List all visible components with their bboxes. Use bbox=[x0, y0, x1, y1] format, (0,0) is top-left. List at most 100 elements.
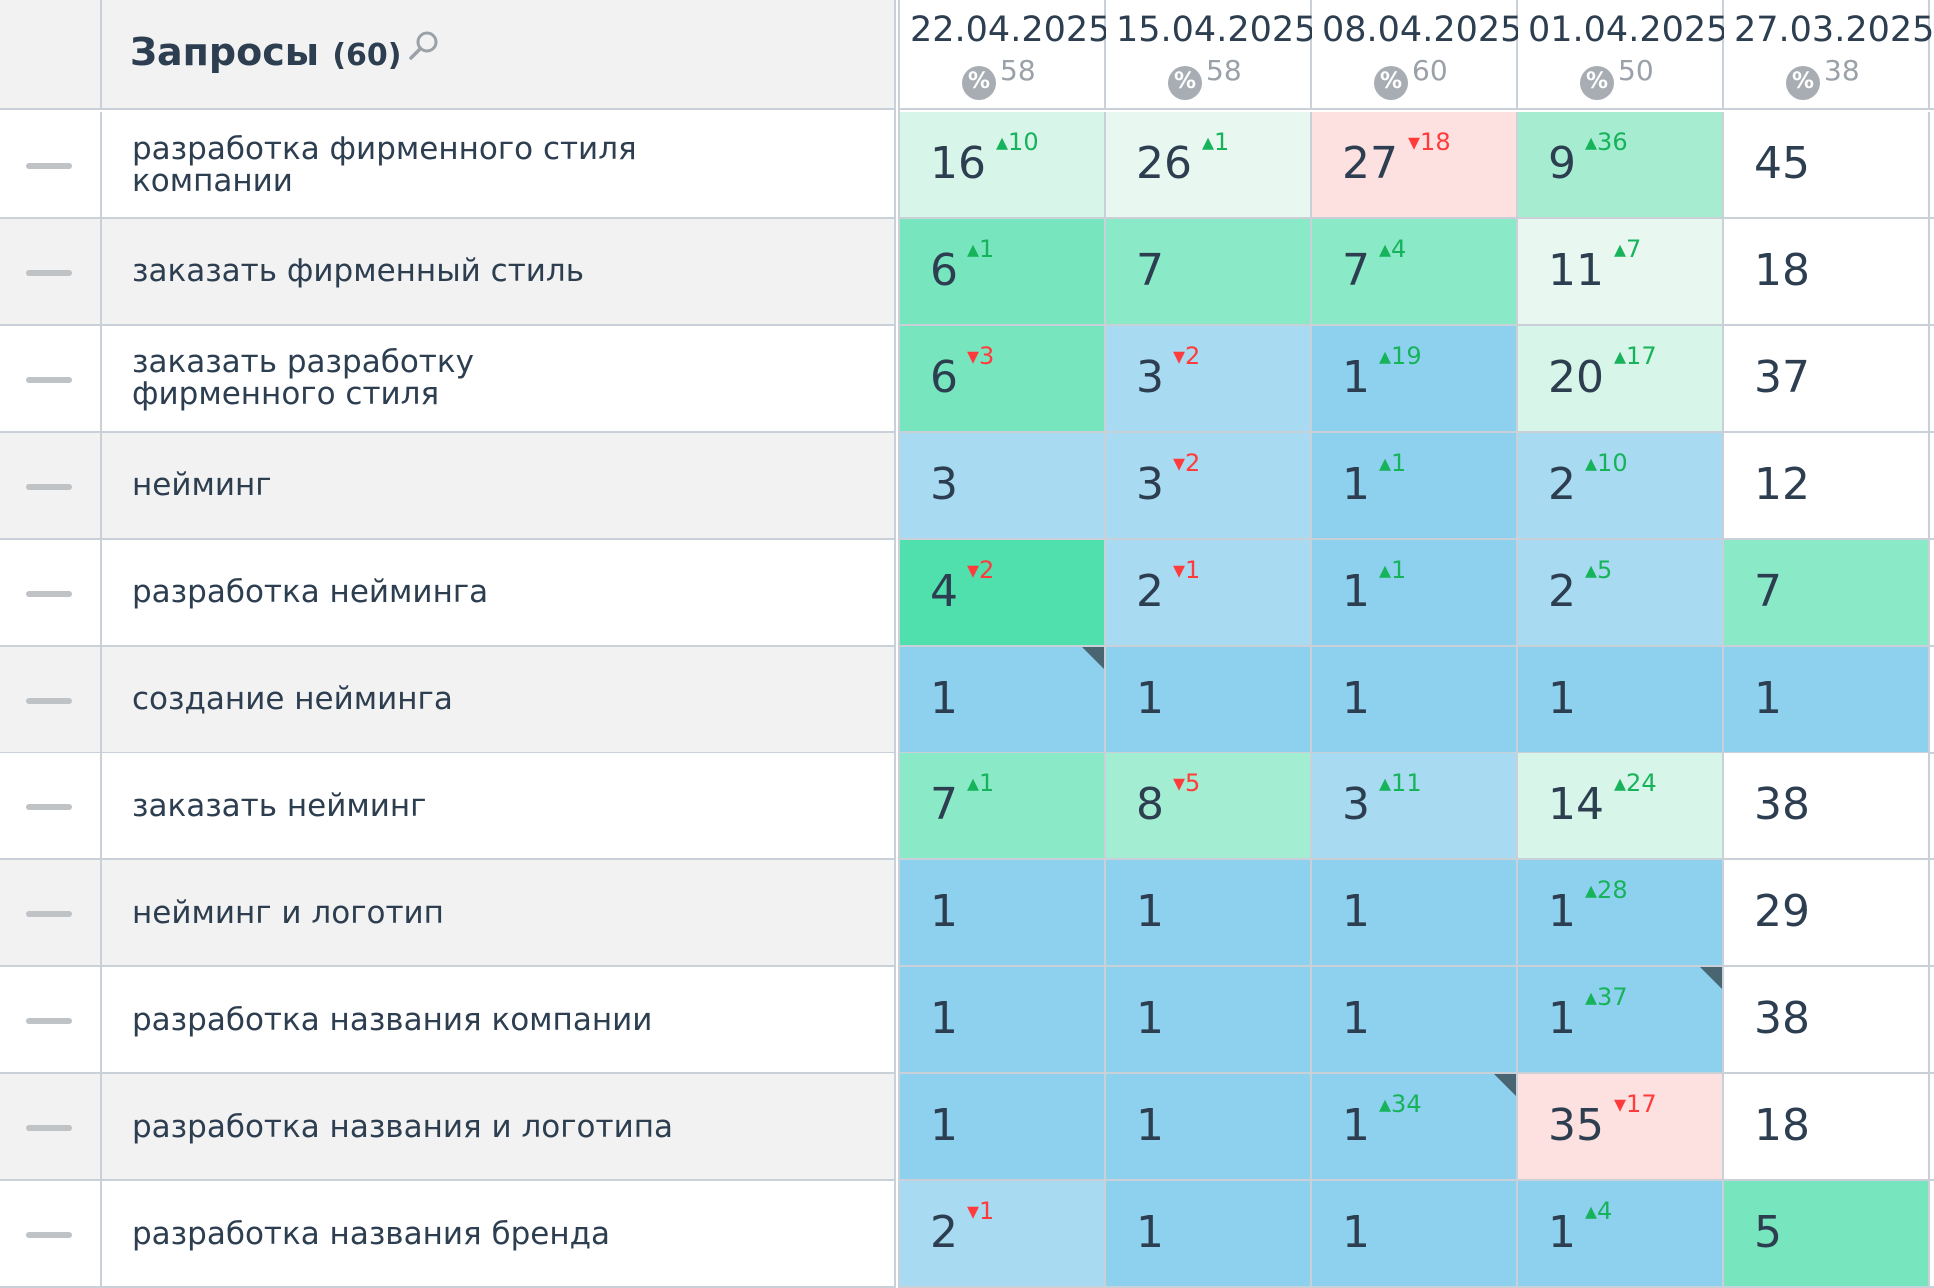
row-toggle-cell[interactable] bbox=[0, 325, 102, 431]
date-column-header[interactable]: 08.04.2025% 60 bbox=[1312, 0, 1523, 108]
position-cell[interactable]: 7 ▴4 bbox=[1312, 218, 1518, 324]
position-cell[interactable]: 2 ▾1 bbox=[1106, 539, 1312, 645]
dash-icon[interactable] bbox=[26, 163, 72, 169]
position-cell[interactable]: 37 bbox=[1724, 325, 1930, 431]
position-cell[interactable]: 1 bbox=[1106, 1181, 1312, 1286]
position-cell[interactable]: 18 bbox=[1724, 218, 1930, 324]
note-corner-icon[interactable] bbox=[1082, 646, 1104, 669]
date-label: 08.04.2025 bbox=[1322, 10, 1523, 50]
dash-icon[interactable] bbox=[26, 911, 72, 918]
position-cell[interactable]: 1 bbox=[1106, 1074, 1312, 1180]
position-value: 14 bbox=[1548, 779, 1604, 831]
position-cell[interactable]: 8 ▾5 bbox=[1106, 753, 1312, 859]
position-cell[interactable]: 11 ▴7 bbox=[1518, 218, 1724, 324]
position-cell[interactable]: 1 bbox=[1106, 860, 1312, 966]
position-cell[interactable]: 26 ▴1 bbox=[1106, 112, 1312, 217]
dash-icon[interactable] bbox=[26, 1125, 72, 1132]
position-cell[interactable]: 3 bbox=[900, 432, 1106, 538]
position-cell[interactable]: 6 ▾3 bbox=[900, 325, 1106, 431]
position-cell[interactable]: 1 bbox=[1312, 646, 1518, 752]
position-cell[interactable]: 1 bbox=[1724, 646, 1930, 752]
search-icon[interactable] bbox=[408, 30, 440, 62]
position-change: ▾1 bbox=[1173, 556, 1200, 584]
position-cell[interactable]: 45 bbox=[1724, 112, 1930, 217]
query-text: создание нейминга bbox=[132, 681, 453, 717]
position-cell[interactable]: 9 ▴36 bbox=[1518, 112, 1724, 217]
position-cell[interactable]: 1 bbox=[900, 1074, 1106, 1180]
position-cell[interactable]: 2 ▴5 bbox=[1518, 539, 1724, 645]
note-corner-icon[interactable] bbox=[1494, 1074, 1516, 1097]
position-cell[interactable]: 7 ▴1 bbox=[900, 753, 1106, 859]
position-cell[interactable]: 3 ▴11 bbox=[1312, 753, 1518, 859]
position-cell[interactable]: 3 ▾2 bbox=[1106, 432, 1312, 538]
dash-icon[interactable] bbox=[26, 269, 72, 276]
position-cell[interactable]: 1 bbox=[1312, 860, 1518, 966]
position-cell[interactable]: 6 ▴1 bbox=[900, 218, 1106, 324]
position-value: 1 bbox=[1548, 672, 1576, 724]
position-cell[interactable]: 1 ▴37 bbox=[1518, 967, 1724, 1073]
queries-header: Запросы (60) bbox=[102, 0, 898, 108]
row-toggle-cell[interactable] bbox=[0, 753, 102, 859]
row-toggle-cell[interactable] bbox=[0, 1181, 102, 1286]
dash-icon[interactable] bbox=[26, 483, 72, 490]
row-toggle-cell[interactable] bbox=[0, 860, 102, 966]
dash-icon[interactable] bbox=[26, 697, 72, 704]
date-column-header[interactable]: 27.03.2025% 38 bbox=[1724, 0, 1934, 108]
position-cell[interactable]: 1 bbox=[900, 860, 1106, 966]
dash-icon[interactable] bbox=[26, 1018, 72, 1025]
position-cell[interactable]: 5 bbox=[1724, 1181, 1930, 1286]
position-cell[interactable]: 1 bbox=[900, 967, 1106, 1073]
row-toggle-cell[interactable] bbox=[0, 967, 102, 1073]
row-toggle-cell[interactable] bbox=[0, 112, 102, 217]
position-change: ▴1 bbox=[1202, 128, 1229, 156]
note-corner-icon[interactable] bbox=[1700, 967, 1722, 990]
position-cell[interactable]: 38 bbox=[1724, 967, 1930, 1073]
position-value: 2 bbox=[1136, 565, 1164, 617]
row-toggle-cell[interactable] bbox=[0, 1074, 102, 1180]
date-column-header[interactable]: 01.04.2025% 50 bbox=[1518, 0, 1728, 108]
query-cell: заказать нейминг bbox=[102, 753, 896, 859]
position-cell[interactable]: 1 ▴1 bbox=[1312, 539, 1518, 645]
dash-icon[interactable] bbox=[26, 376, 72, 383]
dash-icon[interactable] bbox=[26, 590, 72, 597]
position-cell[interactable]: 2 ▾1 bbox=[900, 1181, 1106, 1286]
dash-icon[interactable] bbox=[26, 1232, 72, 1238]
position-cell[interactable]: 7 bbox=[1724, 539, 1930, 645]
position-cell[interactable]: 38 bbox=[1724, 753, 1930, 859]
position-cell[interactable]: 7 bbox=[1106, 218, 1312, 324]
date-column-header[interactable]: 22.04.2025% 58 bbox=[900, 0, 1110, 108]
position-value: 38 bbox=[1754, 993, 1810, 1045]
row-toggle-cell[interactable] bbox=[0, 218, 102, 324]
position-cell[interactable]: 1 bbox=[1106, 646, 1312, 752]
position-cell[interactable]: 27 ▾18 bbox=[1312, 112, 1518, 217]
position-cell[interactable]: 1 ▴34 bbox=[1312, 1074, 1518, 1180]
position-cell[interactable]: 1 ▴28 bbox=[1518, 860, 1724, 966]
arrow-up-icon: ▴ bbox=[1379, 555, 1392, 584]
position-cell[interactable]: 14 ▴24 bbox=[1518, 753, 1724, 859]
position-change-value: 37 bbox=[1597, 983, 1628, 1012]
position-cell[interactable]: 1 bbox=[900, 646, 1106, 752]
row-toggle-cell[interactable] bbox=[0, 539, 102, 645]
dash-icon[interactable] bbox=[26, 804, 72, 811]
row-toggle-cell[interactable] bbox=[0, 646, 102, 752]
position-cell[interactable]: 1 ▴4 bbox=[1518, 1181, 1724, 1286]
position-value: 18 bbox=[1754, 244, 1810, 296]
position-cell[interactable]: 1 bbox=[1106, 967, 1312, 1073]
row-toggle-cell[interactable] bbox=[0, 432, 102, 538]
position-cell[interactable]: 2 ▴10 bbox=[1518, 432, 1724, 538]
position-cell[interactable]: 1 bbox=[1312, 1181, 1518, 1286]
position-cell[interactable]: 1 bbox=[1518, 646, 1724, 752]
query-text: заказать разработку фирменного стиля bbox=[132, 344, 474, 413]
position-cell[interactable]: 1 ▴19 bbox=[1312, 325, 1518, 431]
position-cell[interactable]: 18 bbox=[1724, 1074, 1930, 1180]
position-cell[interactable]: 35 ▾17 bbox=[1518, 1074, 1724, 1180]
position-cell[interactable]: 4 ▾2 bbox=[900, 539, 1106, 645]
position-cell[interactable]: 12 bbox=[1724, 432, 1930, 538]
position-cell[interactable]: 16 ▴10 bbox=[900, 112, 1106, 217]
position-cell[interactable]: 29 bbox=[1724, 860, 1930, 966]
position-cell[interactable]: 20 ▴17 bbox=[1518, 325, 1724, 431]
date-column-header[interactable]: 15.04.2025% 58 bbox=[1106, 0, 1316, 108]
position-cell[interactable]: 1 ▴1 bbox=[1312, 432, 1518, 538]
position-cell[interactable]: 3 ▾2 bbox=[1106, 325, 1312, 431]
position-cell[interactable]: 1 bbox=[1312, 967, 1518, 1073]
